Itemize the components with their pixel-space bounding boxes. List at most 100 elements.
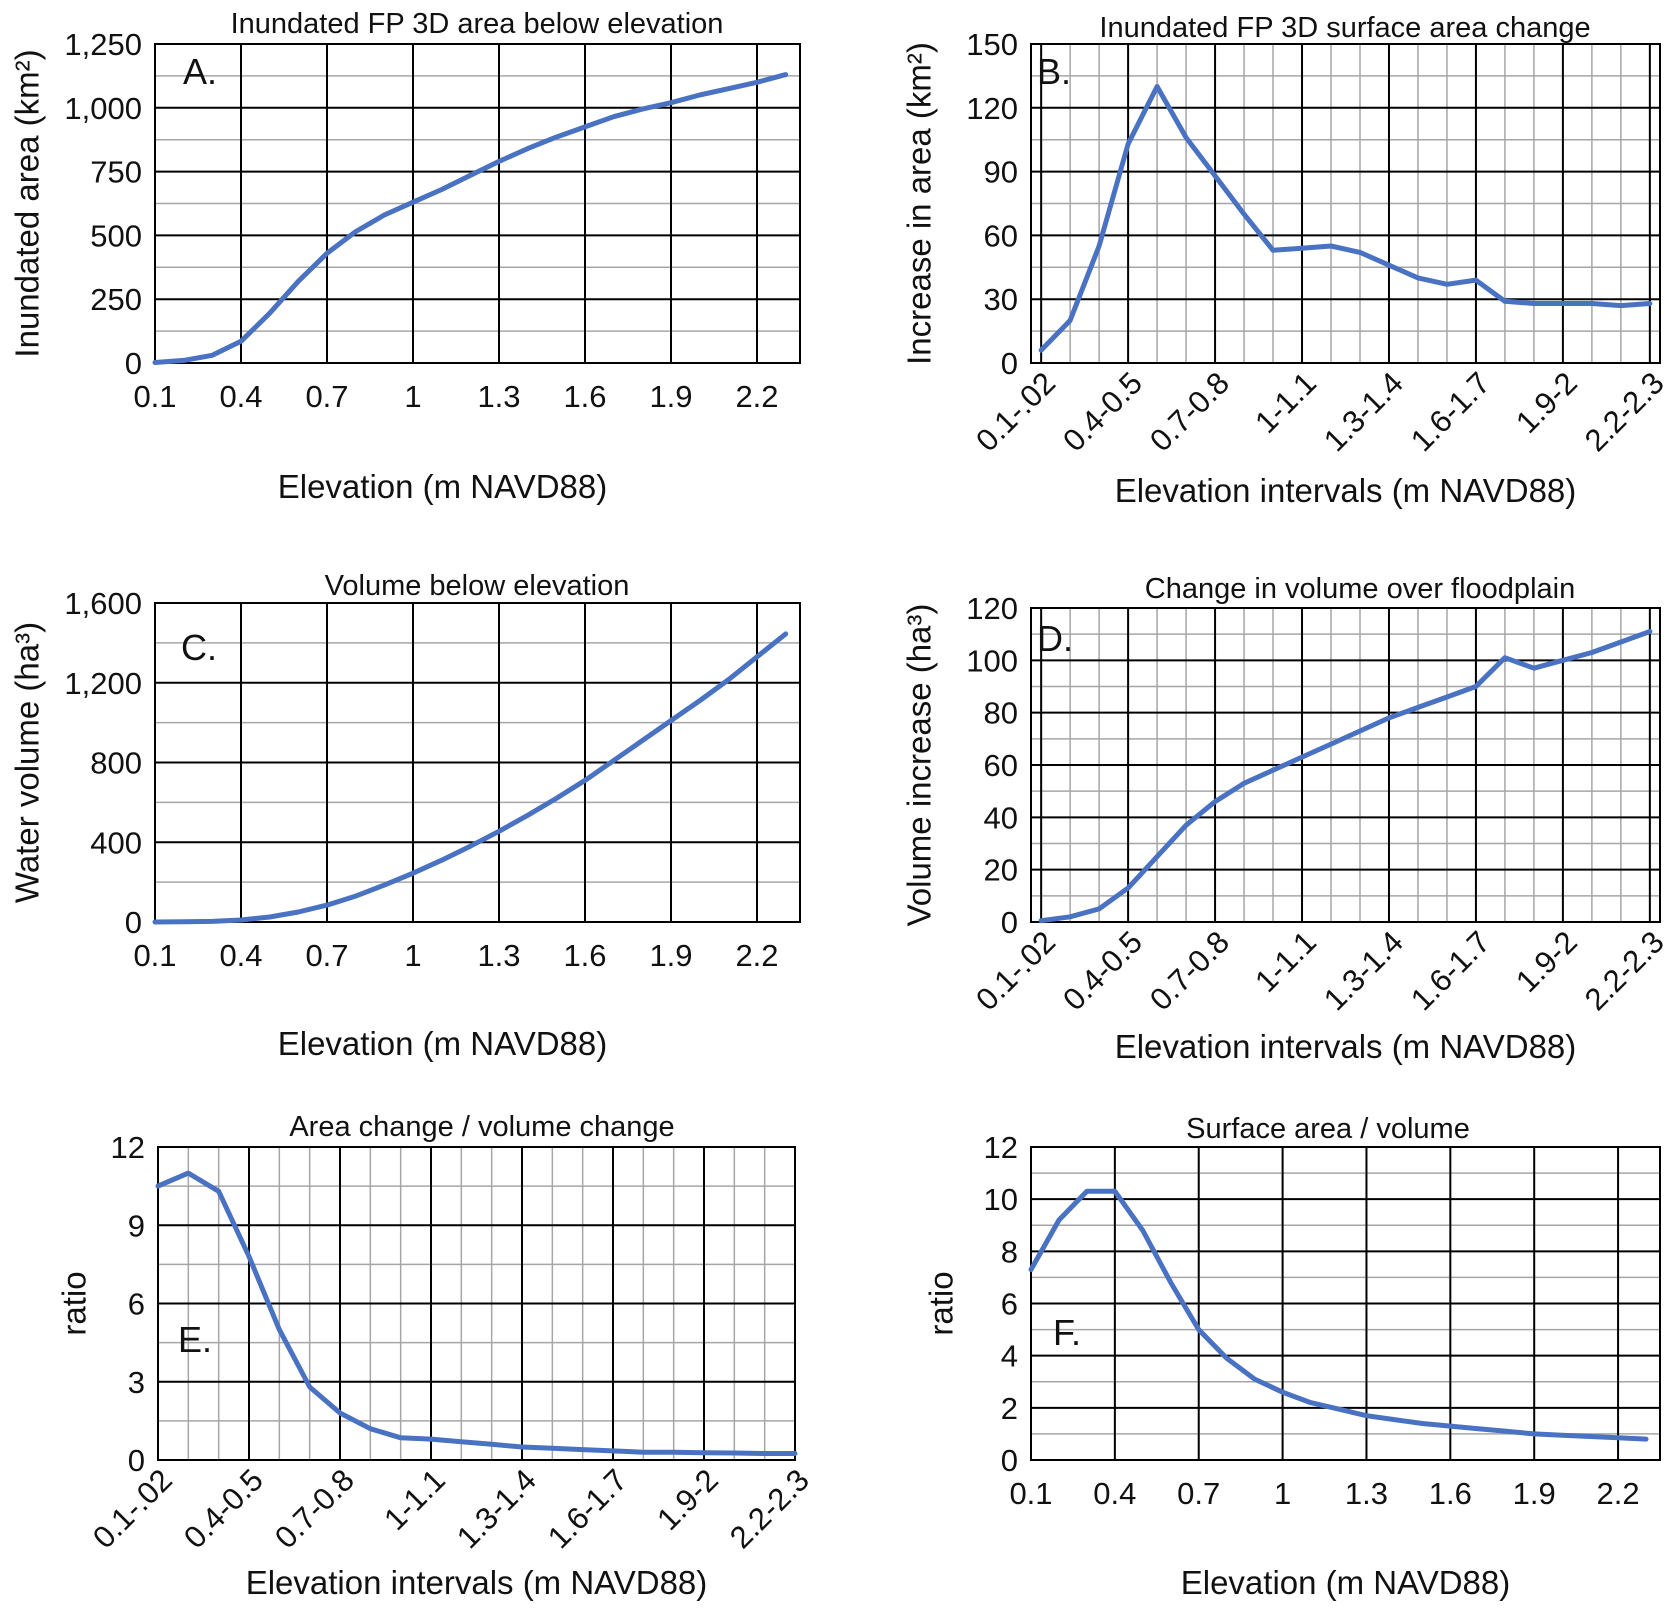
- x-tick-label: 0.1: [133, 379, 176, 414]
- plot-area-border: [1030, 1146, 1661, 1461]
- x-tick-label: 0.7: [1177, 1476, 1220, 1511]
- y-tick-label: 0: [1001, 905, 1018, 940]
- panel-label: C.: [181, 627, 217, 668]
- x-tick-label: 0.4-0.5: [177, 1462, 270, 1555]
- x-tick-label: 1.6: [563, 938, 606, 973]
- y-tick-label: 0: [1001, 1443, 1018, 1478]
- x-tick-label: 0.7-0.8: [268, 1462, 361, 1555]
- plot-area-border: [1030, 607, 1661, 923]
- chart-panel-f: 0 2 4 6 8 10 12 0.1 0.4 0.7 1 1.3 1.6 1.9 2.2 Surface a…: [923, 1113, 1661, 1601]
- y-tick-label: 800: [90, 746, 142, 781]
- series-line: [1038, 84, 1653, 353]
- panel-label: F.: [1053, 1312, 1081, 1353]
- y-tick-label: 30: [984, 282, 1018, 317]
- chart-title: Inundated FP 3D surface area change: [1099, 12, 1590, 44]
- y-tick-label: 250: [90, 282, 142, 317]
- y-tick-label: 500: [90, 218, 142, 253]
- chart-title: Change in volume over floodplain: [1145, 573, 1575, 605]
- x-tick-label: 0.1: [1009, 1476, 1052, 1511]
- chart-title: Inundated FP 3D area below elevation: [231, 8, 724, 40]
- x-tick-label: 0.7-0.8: [1143, 924, 1236, 1017]
- x-tick-label: 1: [404, 938, 421, 973]
- y-tick-label: 12: [984, 1130, 1018, 1165]
- x-tick-label: 1.6: [1429, 1476, 1472, 1511]
- y-tick-label: 120: [966, 91, 1018, 126]
- x-tick-label: 2.2-2.3: [1578, 365, 1671, 458]
- y-tick-label: 1,600: [64, 586, 142, 621]
- x-axis-label: Elevation (m NAVD88): [278, 468, 608, 505]
- plot-area-border: [1030, 43, 1661, 364]
- y-axis-label: Increase in area (km²): [901, 42, 938, 365]
- chart-title: Surface area / volume: [1186, 1113, 1470, 1145]
- y-tick-label: 2: [1001, 1391, 1018, 1426]
- x-tick-label: 1.3-1.4: [450, 1462, 543, 1555]
- x-axis-label: Elevation (m NAVD88): [278, 1025, 608, 1062]
- x-tick-label: 0.1: [133, 938, 176, 973]
- y-tick-label: 0: [128, 1443, 145, 1478]
- series-line: [152, 72, 789, 365]
- y-tick-label: 1,200: [64, 666, 142, 701]
- x-tick-label: 0.4: [219, 379, 262, 414]
- y-tick-label: 9: [128, 1208, 145, 1243]
- x-tick-label: 1-1.1: [377, 1462, 452, 1537]
- y-axis-label: Volume increase (ha³): [901, 604, 938, 927]
- y-tick-label: 4: [1001, 1339, 1018, 1374]
- y-tick-label: 90: [984, 155, 1018, 190]
- series-line: [1028, 1188, 1649, 1442]
- x-tick-label: 2.2-2.3: [723, 1462, 816, 1555]
- x-tick-label: 1.6-1.7: [1404, 924, 1497, 1017]
- y-tick-label: 400: [90, 825, 142, 860]
- y-tick-label: 150: [966, 27, 1018, 62]
- y-tick-label: 6: [1001, 1287, 1018, 1322]
- y-axis-label: ratio: [923, 1271, 960, 1335]
- x-axis-label: Elevation intervals (m NAVD88): [246, 1564, 708, 1601]
- chart-panel-a: 0 250 500 750 1,000 1,250 0.1 0.4 0.7 1 1.3 1.6 1.9 2…: [9, 8, 801, 505]
- y-axis-label: Inundated area (km²): [9, 49, 46, 357]
- plot-area-border: [154, 602, 801, 923]
- x-tick-label: 1.3-1.4: [1317, 924, 1410, 1017]
- x-axis-label: Elevation intervals (m NAVD88): [1115, 1028, 1577, 1065]
- y-tick-label: 3: [128, 1365, 145, 1400]
- x-tick-label: 1.6-1.7: [1404, 365, 1497, 458]
- x-tick-label: 1.9-2: [1509, 365, 1584, 440]
- y-tick-label: 0: [125, 346, 142, 381]
- x-tick-label: 1-1.1: [1248, 365, 1323, 440]
- chart-title: Area change / volume change: [289, 1111, 674, 1143]
- series-line: [152, 631, 789, 925]
- x-tick-label: 1.3-1.4: [1317, 365, 1410, 458]
- x-tick-label: 1-1.1: [1248, 924, 1323, 999]
- y-tick-label: 8: [1001, 1234, 1018, 1269]
- chart-title: Volume below elevation: [325, 570, 630, 602]
- panel-label: E.: [178, 1319, 212, 1360]
- x-tick-label: 1.3: [1345, 1476, 1388, 1511]
- y-tick-label: 100: [966, 643, 1018, 678]
- x-tick-label: 1.3: [477, 379, 520, 414]
- x-tick-label: 0.4-0.5: [1056, 924, 1149, 1017]
- y-tick-label: 80: [984, 696, 1018, 731]
- chart-panel-c: 0 400 800 1,200 1,600 0.1 0.4 0.7 1 1.3 1.6 1.9 2.2 V…: [9, 570, 801, 1062]
- x-tick-label: 1.3: [477, 938, 520, 973]
- x-tick-label: 1.9: [649, 938, 692, 973]
- y-tick-label: 0: [1001, 346, 1018, 381]
- x-tick-label: 1.9: [1513, 1476, 1556, 1511]
- x-tick-label: 2.2: [735, 938, 778, 973]
- y-tick-label: 120: [966, 591, 1018, 626]
- x-tick-label: 0.7: [305, 938, 348, 973]
- x-axis-label: Elevation (m NAVD88): [1181, 1564, 1511, 1601]
- series-line: [155, 1170, 798, 1456]
- y-tick-label: 20: [984, 853, 1018, 888]
- x-tick-label: 1.6-1.7: [541, 1462, 634, 1555]
- y-tick-label: 60: [984, 218, 1018, 253]
- x-tick-label: 2.2: [1597, 1476, 1640, 1511]
- y-tick-label: 6: [128, 1287, 145, 1322]
- panel-label: A.: [183, 51, 217, 92]
- y-tick-label: 60: [984, 748, 1018, 783]
- y-tick-label: 1,250: [64, 27, 142, 62]
- x-tick-label: 0.7-0.8: [1143, 365, 1236, 458]
- panel-label: D.: [1037, 618, 1073, 659]
- x-tick-label: 1.6: [563, 379, 606, 414]
- series-line: [1038, 629, 1653, 924]
